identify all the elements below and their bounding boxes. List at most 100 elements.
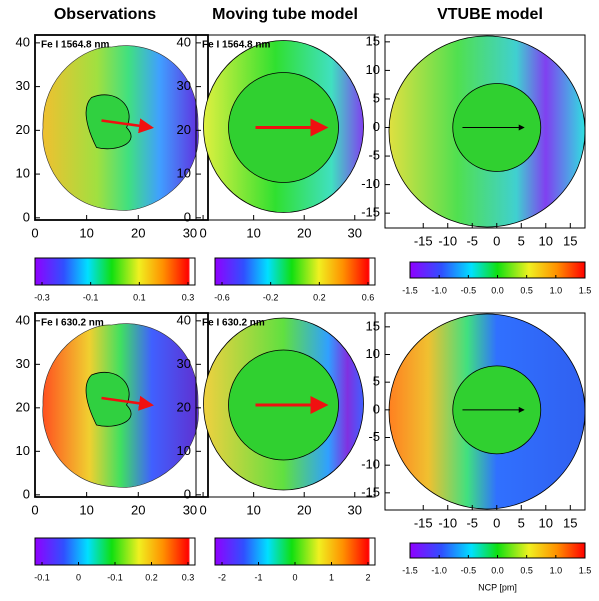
y-tick-label: 40 (177, 34, 191, 49)
colorbar-tick-label: -0.5 (461, 285, 477, 295)
colorbar-tick-label: -0.1 (107, 572, 123, 582)
panel-image (203, 317, 364, 491)
y-tick-label: -15 (361, 484, 380, 499)
colorbar (214, 257, 376, 286)
colorbar-tick-label: 0.3 (182, 292, 195, 302)
panel-frame (195, 34, 376, 221)
colorbar-tick-label: 0.2 (313, 292, 326, 302)
x-tick-label: 10 (246, 502, 260, 517)
y-tick-label: 40 (16, 34, 30, 49)
y-tick-label: 40 (16, 312, 30, 327)
x-tick-label: 5 (518, 233, 525, 248)
y-tick-label: 0 (184, 486, 191, 501)
y-tick-label: 10 (366, 346, 380, 361)
colorbar-tick-label: -0.2 (263, 292, 279, 302)
column-title: Moving tube model (212, 6, 358, 23)
column-title: VTUBE model (437, 6, 543, 23)
colorbar-tick-label: 1.0 (550, 285, 563, 295)
x-tick-label: -10 (438, 515, 457, 530)
x-tick-label: -15 (414, 233, 433, 248)
colorbar-tick-label: 0.5 (520, 565, 533, 575)
y-tick-label: -5 (368, 147, 380, 162)
y-tick-label: 30 (16, 356, 30, 371)
y-tick-label: 0 (23, 486, 30, 501)
x-tick-label: 20 (297, 225, 311, 240)
colorbar-tick-label: -1 (254, 572, 262, 582)
y-tick-label: 15 (366, 33, 380, 48)
x-tick-label: 15 (563, 233, 577, 248)
x-tick-label: 0 (493, 233, 500, 248)
panel-label: Fe I 1564.8 nm (41, 40, 109, 51)
x-tick-label: 10 (539, 233, 553, 248)
colorbar (34, 537, 196, 566)
panel-image (388, 35, 586, 228)
column-title: Observations (54, 6, 156, 23)
y-tick-label: 10 (366, 62, 380, 77)
x-tick-label: 30 (348, 502, 362, 517)
y-tick-label: -10 (361, 176, 380, 191)
x-tick-label: 0 (199, 225, 206, 240)
x-tick-label: -5 (466, 515, 478, 530)
x-tick-label: 5 (518, 515, 525, 530)
colorbar-tick-label: 1.0 (550, 565, 563, 575)
colorbar-tick-label: -0.1 (34, 572, 50, 582)
colorbar-tick-label: -2 (218, 572, 226, 582)
y-tick-label: -5 (368, 429, 380, 444)
y-tick-label: 20 (16, 122, 30, 137)
panel-label: Fe I 630.2 nm (41, 318, 104, 329)
y-tick-label: 0 (373, 119, 380, 134)
y-tick-label: 30 (177, 356, 191, 371)
x-tick-label: 20 (297, 502, 311, 517)
x-tick-label: -15 (414, 515, 433, 530)
colorbar-tick-label: 1 (329, 572, 334, 582)
y-tick-label: 5 (373, 374, 380, 389)
colorbar-tick-label: 0.2 (145, 572, 158, 582)
x-tick-label: 10 (246, 225, 260, 240)
colorbar-tick-label: 1.5 (579, 285, 592, 295)
colorbar (34, 257, 196, 286)
y-tick-label: 0 (184, 209, 191, 224)
colorbar-tick-label: 0 (76, 572, 81, 582)
colorbar-tick-label: 1.5 (579, 565, 592, 575)
y-tick-label: -10 (361, 457, 380, 472)
colorbar-tick-label: 0.6 (362, 292, 375, 302)
panel-image (203, 40, 364, 213)
colorbar-tick-label: -1.0 (431, 565, 447, 575)
colorbar-tick-label: 2 (365, 572, 370, 582)
panel-frame (195, 312, 376, 498)
panel-image (42, 45, 199, 211)
y-tick-label: 30 (16, 78, 30, 93)
x-tick-label: 20 (131, 225, 145, 240)
x-tick-label: 30 (183, 502, 197, 517)
panel-label: Fe I 1564.8 nm (202, 40, 270, 51)
x-tick-label: 30 (348, 225, 362, 240)
colorbar-label: NCP [pm] (478, 582, 517, 592)
y-tick-label: 20 (16, 399, 30, 414)
y-tick-label: 15 (366, 318, 380, 333)
colorbar-tick-label: -1.5 (402, 565, 418, 575)
y-tick-label: 30 (177, 78, 191, 93)
x-tick-label: 10 (539, 515, 553, 530)
colorbar-tick-label: 0.0 (491, 565, 504, 575)
y-tick-label: 20 (177, 122, 191, 137)
y-tick-label: 10 (177, 443, 191, 458)
arrow (101, 118, 154, 134)
y-tick-label: 20 (177, 399, 191, 414)
y-tick-label: 5 (373, 90, 380, 105)
colorbar-tick-label: -0.6 (214, 292, 230, 302)
x-tick-label: -10 (438, 233, 457, 248)
colorbar-tick-label: 0 (292, 572, 297, 582)
panel-label: Fe I 630.2 nm (202, 318, 265, 329)
y-tick-label: 10 (16, 443, 30, 458)
x-tick-label: 10 (79, 502, 93, 517)
panel-image (388, 313, 586, 510)
y-tick-label: 10 (177, 166, 191, 181)
colorbar-tick-label: -0.3 (34, 292, 50, 302)
colorbar-tick-label: 0.1 (133, 292, 146, 302)
panel-frame (384, 312, 586, 511)
y-tick-label: -15 (361, 205, 380, 220)
y-tick-label: 10 (16, 166, 30, 181)
x-tick-label: 0 (31, 502, 38, 517)
x-tick-label: -5 (466, 233, 478, 248)
